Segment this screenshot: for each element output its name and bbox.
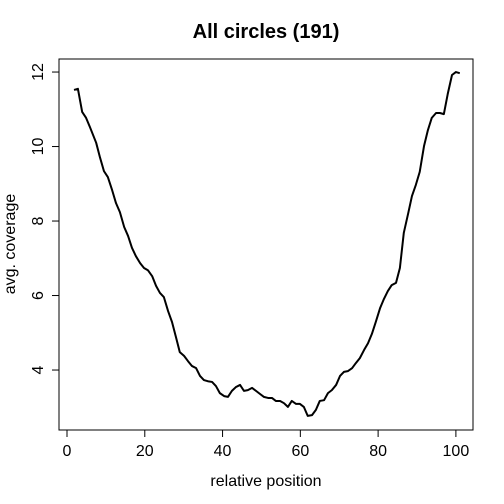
x-tick-label: 80 [369, 443, 387, 460]
x-tick-label: 20 [136, 443, 154, 460]
x-tick-label: 0 [63, 443, 72, 460]
x-tick-label: 60 [291, 443, 309, 460]
y-tick-label: 10 [30, 138, 47, 156]
x-tick-label: 40 [214, 443, 232, 460]
line-series [73, 71, 461, 417]
x-axis-label: relative position [210, 473, 321, 490]
x-tick-label: 100 [443, 443, 470, 460]
y-tick-label: 6 [30, 291, 47, 300]
y-tick-label: 4 [30, 365, 47, 374]
y-axis-label: avg. coverage [2, 194, 19, 295]
plot-box [58, 58, 474, 431]
y-tick-label: 8 [30, 216, 47, 225]
chart-title: All circles (191) [193, 21, 340, 43]
y-tick-label: 12 [30, 63, 47, 81]
